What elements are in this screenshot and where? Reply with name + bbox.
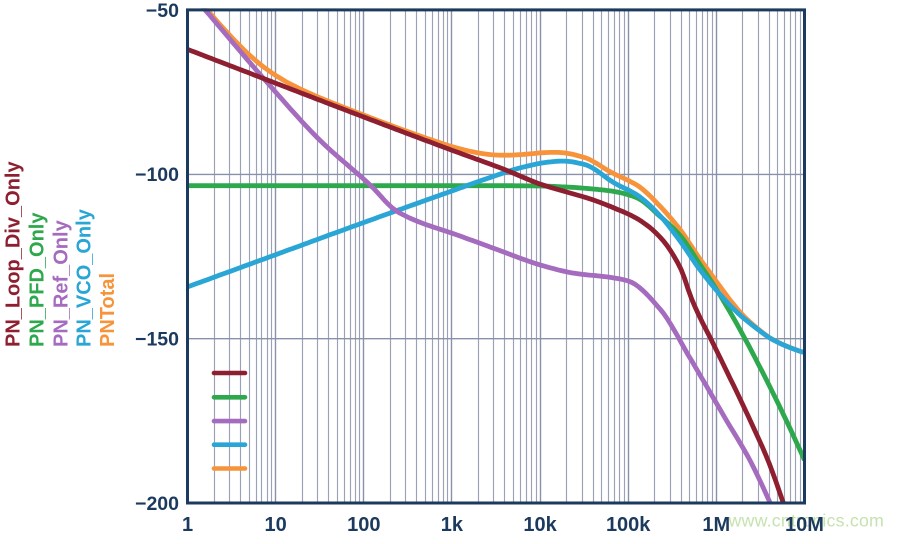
svg-text:−100: −100	[135, 164, 179, 186]
svg-text:1k: 1k	[441, 514, 464, 536]
svg-text:PN_Ref_Only: PN_Ref_Only	[51, 219, 73, 347]
svg-text:1M: 1M	[702, 514, 730, 536]
svg-text:−50: −50	[146, 0, 179, 22]
svg-text:1: 1	[182, 514, 193, 536]
svg-text:100k: 100k	[606, 514, 651, 536]
svg-text:10M: 10M	[785, 514, 824, 536]
svg-text:10: 10	[264, 514, 286, 536]
svg-text:−150: −150	[135, 329, 179, 351]
svg-text:−200: −200	[135, 493, 179, 515]
svg-text:PN_PFD_Only: PN_PFD_Only	[27, 212, 49, 347]
svg-text:PN_VCO_Only: PN_VCO_Only	[74, 208, 96, 347]
svg-text:PN_Loop_Div_Only: PN_Loop_Div_Only	[3, 161, 25, 347]
svg-text:100: 100	[347, 514, 380, 536]
svg-text:PNTotal: PNTotal	[97, 273, 119, 347]
svg-text:10k: 10k	[523, 514, 557, 536]
svg-text:www.cntronics.com: www.cntronics.com	[728, 511, 885, 531]
